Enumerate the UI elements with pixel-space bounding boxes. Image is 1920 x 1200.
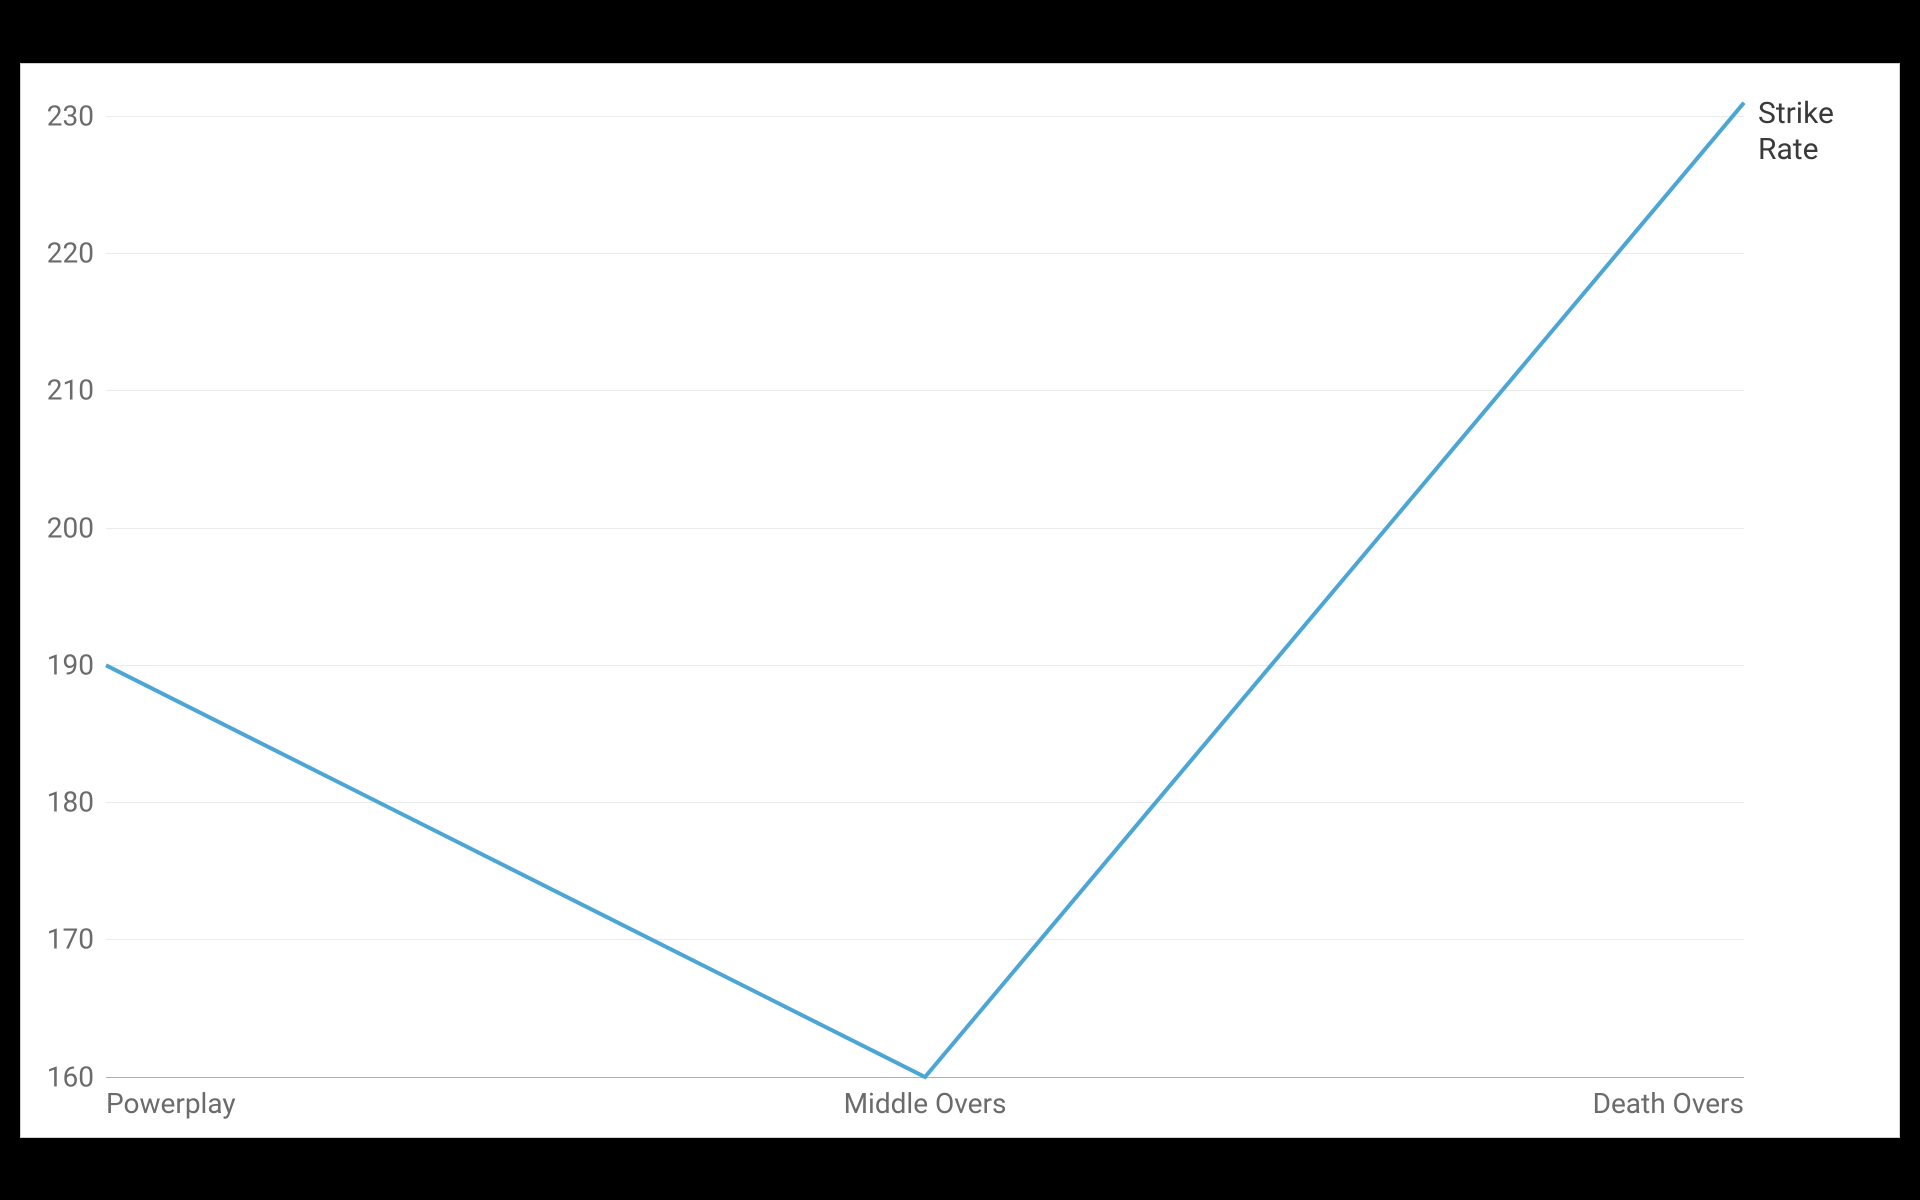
x-tick-label: Middle Overs	[844, 1087, 1007, 1120]
y-tick-label: 190	[47, 648, 94, 681]
y-tick-label: 220	[47, 237, 94, 270]
y-tick-label: 170	[47, 923, 94, 956]
x-tick-label: Death Overs	[1593, 1087, 1744, 1120]
y-tick-label: 160	[47, 1060, 94, 1093]
series-label-line2: Rate	[1758, 132, 1819, 167]
chart-container: 160 170 180 190 200 210 220 230 Powerpla…	[20, 63, 1900, 1138]
y-tick-label: 230	[47, 99, 94, 132]
y-tick-label: 210	[47, 374, 94, 407]
x-tick-label: Powerplay	[106, 1087, 236, 1120]
line-series	[106, 89, 1744, 1077]
y-tick-label: 200	[47, 511, 94, 544]
series-label: Strike Rate	[1758, 96, 1834, 168]
y-tick-label: 180	[47, 786, 94, 819]
plot-area: 160 170 180 190 200 210 220 230 Powerpla…	[106, 89, 1744, 1077]
series-label-line1: Strike	[1758, 96, 1834, 131]
